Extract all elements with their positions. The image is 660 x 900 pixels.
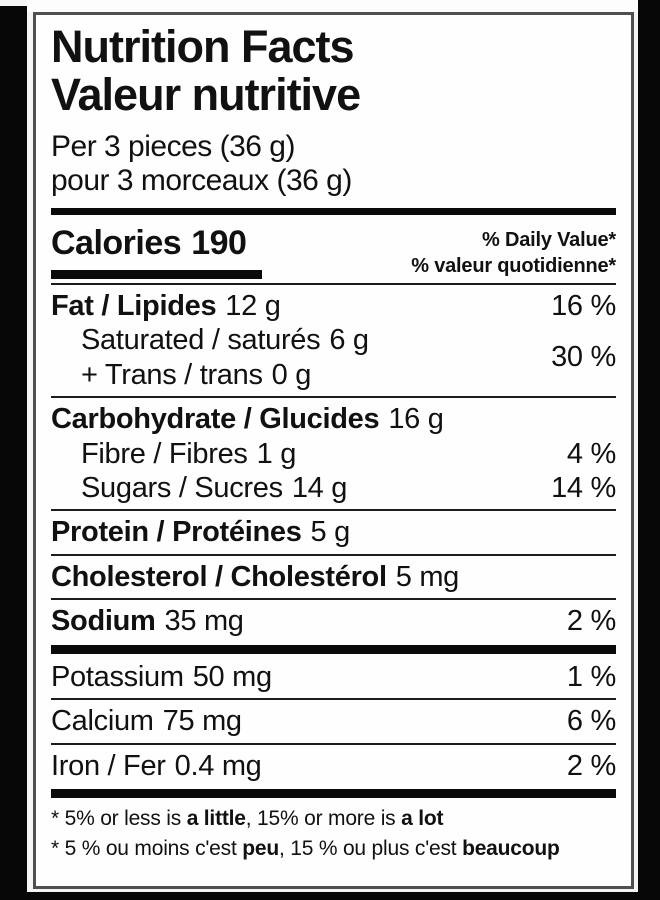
nutrient-text: Sodium 35 mg <box>51 605 244 638</box>
nutrient-row-sodium: Sodium 35 mg 2 % <box>51 604 616 638</box>
nutrient-text: Carbohydrate / Glucides 16 g <box>51 403 444 436</box>
nutrient-row-cholesterol: Cholesterol / Cholestérol 5 mg <box>51 560 616 594</box>
rule-thin <box>51 698 616 701</box>
rule-thick <box>51 644 616 654</box>
rule-thin <box>51 598 616 601</box>
nutrient-dv: 2 % <box>566 749 616 782</box>
title-english: Nutrition Facts <box>51 21 355 72</box>
nutrient-text: Fibre / Fibres 1 g <box>81 437 297 470</box>
calories-section: Calories 190 % Daily Value* % valeur quot… <box>51 224 616 279</box>
nutrient-dv: 14 % <box>551 472 616 504</box>
serving-english: Per 3 pieces (36 g) <box>51 130 295 164</box>
rule-thin <box>51 396 616 399</box>
nutrient-group-saturated-trans: Saturated / saturés 6 g + Trans / trans 0 … <box>51 323 616 392</box>
nutrient-dv: 30 % <box>551 341 616 374</box>
photo-edge-left <box>0 6 27 900</box>
nutrient-text: Sugars / Sucres 14 g <box>81 472 348 504</box>
nutrient-row-saturated: Saturated / saturés 6 g <box>51 323 369 357</box>
daily-value-header-en: % Daily Value* <box>482 228 616 251</box>
footnote: * 5% or less is a little, 15% or more is… <box>51 804 616 864</box>
nutrient-row-iron: Iron / Fer 0.4 mg 2 % <box>51 749 616 783</box>
nutrient-dv: 1 % <box>566 660 616 693</box>
nutrient-row-calcium: Calcium 75 mg 6 % <box>51 704 616 738</box>
nutrient-row-fat: Fat / Lipides 12 g 16 % <box>51 289 616 323</box>
photo-edge-bottom <box>0 892 660 900</box>
rule-thin <box>51 282 616 285</box>
nutrient-text: Protein / Protéines 5 g <box>51 516 350 549</box>
nutrient-row-trans: + Trans / trans 0 g <box>51 358 369 392</box>
nutrient-text: Iron / Fer 0.4 mg <box>51 749 262 782</box>
daily-value-header: % Daily Value* % valeur quotidienne* <box>411 227 616 279</box>
saturated-trans-lines: Saturated / saturés 6 g + Trans / trans 0 … <box>51 323 369 392</box>
rule-thin <box>51 742 616 745</box>
serving-size: Per 3 pieces (36 g) pour 3 morceaux (36 … <box>51 130 616 198</box>
photo-margin-top <box>27 0 638 12</box>
rule-thin <box>51 509 616 512</box>
nutrient-text: Potassium 50 mg <box>51 660 272 693</box>
footnote-french: * 5 % ou moins c'est peu, 15 % ou plus c… <box>51 837 560 861</box>
nutrient-text: Cholesterol / Cholestérol 5 mg <box>51 560 460 593</box>
label-title: Nutrition Facts Valeur nutritive <box>51 21 616 121</box>
nutrient-dv: 6 % <box>566 705 616 738</box>
calories-value-row: Calories 190 <box>51 223 263 279</box>
rule-thick <box>51 789 616 799</box>
photo-edge-right <box>638 0 660 900</box>
title-french: Valeur nutritive <box>51 69 361 121</box>
rule-thick-top <box>51 207 616 215</box>
serving-french: pour 3 morceaux (36 g) <box>51 164 352 198</box>
nutrient-text: + Trans / trans 0 g <box>81 358 312 391</box>
calories-value: 190 <box>191 223 247 262</box>
nutrient-dv: 4 % <box>566 437 616 470</box>
nutrient-row-protein: Protein / Protéines 5 g <box>51 515 616 549</box>
rule-thin <box>51 553 616 556</box>
nutrient-row-fibre: Fibre / Fibres 1 g 4 % <box>51 437 616 471</box>
daily-value-header-fr: % valeur quotidienne* <box>411 254 616 277</box>
nutrient-row-potassium: Potassium 50 mg 1 % <box>51 660 616 694</box>
nutrient-text: Fat / Lipides 12 g <box>51 289 281 322</box>
nutrition-facts-label: Nutrition Facts Valeur nutritive Per 3 p… <box>33 12 634 889</box>
nutrient-text: Calcium 75 mg <box>51 705 242 738</box>
calories-label: Calories <box>51 223 182 262</box>
footnote-english: * 5% or less is a little, 15% or more is… <box>51 807 444 831</box>
nutrient-dv: 16 % <box>551 289 616 322</box>
nutrient-row-carbohydrate: Carbohydrate / Glucides 16 g <box>51 402 616 436</box>
nutrient-dv: 2 % <box>566 605 616 638</box>
nutrient-row-sugars: Sugars / Sucres 14 g 14 % <box>51 471 616 505</box>
nutrient-text: Saturated / saturés 6 g <box>81 324 369 357</box>
